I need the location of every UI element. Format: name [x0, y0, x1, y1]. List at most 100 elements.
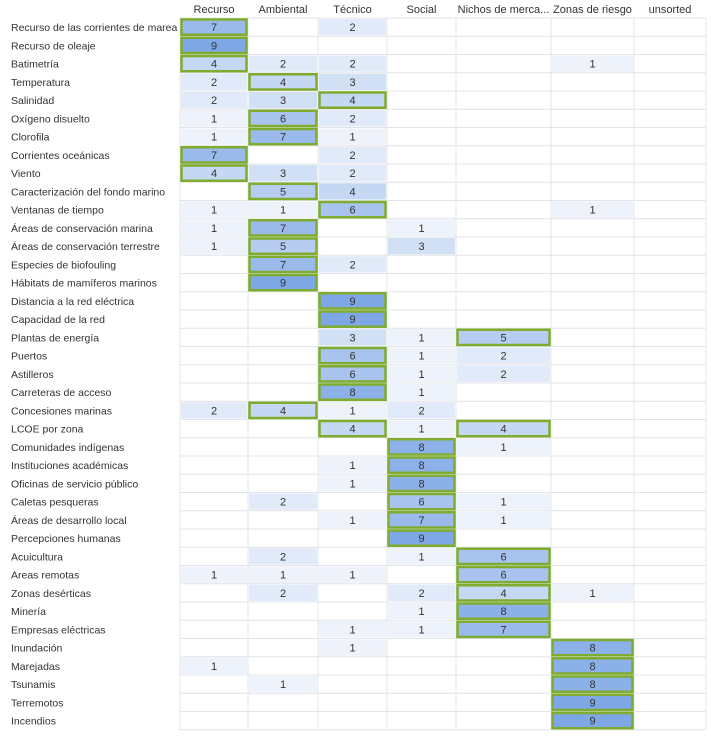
row-label: Concesiones marinas	[11, 405, 112, 417]
cell-value: 1	[418, 369, 424, 381]
cell-value: 7	[280, 223, 286, 235]
matrix-cell	[319, 19, 386, 36]
cell-value: 8	[589, 661, 595, 673]
highlight-borders	[180, 18, 634, 730]
cell-value: 6	[280, 113, 286, 125]
cell-value: 6	[500, 570, 506, 582]
matrix-cell	[319, 402, 386, 419]
matrix-cell	[457, 420, 550, 437]
matrix-cell	[249, 73, 317, 90]
matrix-cell	[181, 201, 247, 218]
cell-value: 2	[349, 22, 355, 34]
column-header: Ambiental	[259, 4, 308, 16]
cell-value: 8	[589, 679, 595, 691]
highlight-border	[180, 18, 248, 36]
cell-value: 2	[349, 259, 355, 271]
row-label: Puertos	[11, 351, 47, 363]
matrix-cell	[181, 73, 247, 90]
matrix-cell	[552, 676, 633, 693]
row-label: Recurso de oleaje	[11, 40, 96, 52]
row-label: LCOE por zona	[11, 424, 84, 436]
cell-value: 8	[418, 442, 424, 454]
matrix-cell	[319, 165, 386, 182]
row-label: Oficinas de servicio público	[11, 478, 138, 490]
cell-value: 1	[211, 113, 217, 125]
row-label: Viento	[11, 168, 41, 180]
highlight-border	[551, 657, 634, 675]
matrix-cell	[181, 566, 247, 583]
matrix-cell	[319, 384, 386, 401]
matrix-cell	[319, 511, 386, 528]
row-label: Empresas eléctricas	[11, 624, 106, 636]
cell-value: 4	[500, 424, 506, 436]
cell-value: 2	[211, 95, 217, 107]
cell-value: 2	[349, 168, 355, 180]
cell-value: 1	[418, 606, 424, 618]
highlight-border	[180, 36, 248, 55]
highlight-border	[318, 346, 387, 365]
highlight-border	[318, 200, 387, 219]
cell-value: 6	[349, 205, 355, 217]
highlight-border	[248, 401, 318, 420]
cell-value: 6	[418, 497, 424, 509]
matrix-cell	[457, 603, 550, 620]
cell-value: 1	[211, 661, 217, 673]
cell-value: 2	[349, 59, 355, 71]
row-label: Batimetría	[11, 59, 59, 71]
highlight-border	[387, 492, 456, 511]
matrix-cell	[249, 548, 317, 565]
matrix-cell	[319, 92, 386, 109]
matrix-cell	[457, 329, 550, 346]
matrix-cell	[319, 201, 386, 218]
matrix-cell	[388, 329, 455, 346]
cell-value: 1	[500, 515, 506, 527]
row-label: Tsunamis	[11, 679, 55, 691]
cell-value: 9	[589, 716, 595, 728]
highlight-border	[180, 164, 248, 182]
highlight-border	[248, 219, 318, 237]
matrix-cell	[388, 530, 455, 547]
row-label: Áreas de conservación terrestre	[11, 240, 160, 253]
matrix-cell	[388, 621, 455, 638]
row-label: Minería	[11, 606, 46, 618]
matrix-cell	[319, 365, 386, 382]
matrix-cell	[181, 110, 247, 127]
matrix-cell	[319, 73, 386, 90]
cell-value: 3	[418, 241, 424, 253]
row-label: Incendios	[11, 716, 56, 728]
matrix-cell	[388, 603, 455, 620]
matrix-cell	[319, 292, 386, 309]
row-label: Carreteras de acceso	[11, 387, 112, 399]
cell-value: 1	[211, 241, 217, 253]
cell-value: 3	[349, 332, 355, 344]
highlight-border	[180, 54, 248, 73]
cell-value: 6	[349, 369, 355, 381]
row-label: Recurso de las corrientes de marea	[11, 22, 177, 34]
matrix-cell	[181, 402, 247, 419]
cell-value: 1	[418, 351, 424, 363]
cell-value: 7	[280, 132, 286, 144]
cell-value: 7	[500, 624, 506, 636]
matrix-cell	[249, 128, 317, 145]
matrix-cell	[181, 238, 247, 255]
highlight-border	[387, 456, 456, 474]
row-label: Caletas pesqueras	[11, 497, 99, 509]
matrix-cell	[249, 183, 317, 200]
matrix-cell	[319, 110, 386, 127]
matrix-cell	[319, 457, 386, 474]
matrix-cell	[388, 493, 455, 510]
cell-value: 7	[418, 515, 424, 527]
matrix-cell	[388, 219, 455, 236]
highlight-border	[248, 109, 318, 128]
matrix-cell	[457, 511, 550, 528]
matrix-cell	[388, 584, 455, 601]
matrix-cell	[388, 548, 455, 565]
row-label: Comunidades indígenas	[11, 442, 124, 454]
row-label-column: Recurso de las corrientes de marea Recurs…	[11, 22, 177, 728]
highlight-border	[180, 146, 248, 164]
cell-value: 4	[500, 588, 506, 600]
cell-value: 1	[418, 332, 424, 344]
column-header: Social	[407, 4, 437, 16]
matrix-cell	[249, 165, 317, 182]
